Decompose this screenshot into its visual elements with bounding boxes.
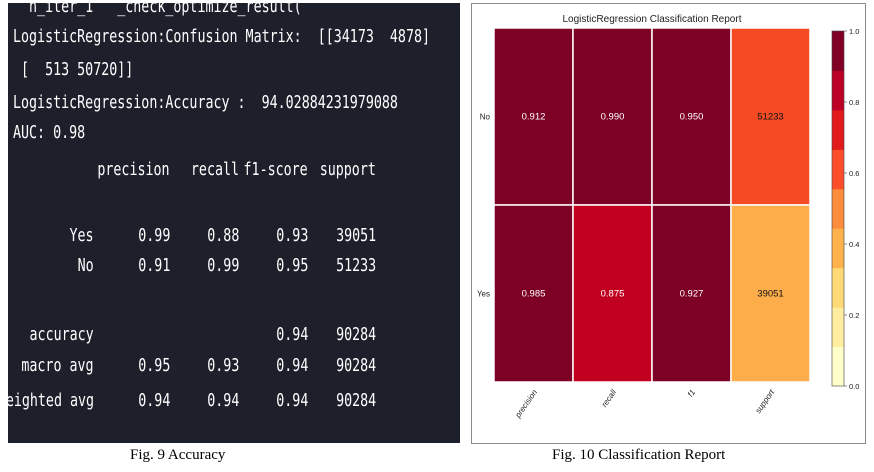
terminal-output-panel: n_iter_1 _check_optimize_result( Logistic… bbox=[8, 3, 460, 443]
terminal-line: LogisticRegression:Confusion Matrix: [[3… bbox=[13, 26, 431, 47]
report-cell-recall: 0.88 bbox=[206, 225, 239, 246]
chart-title: LogisticRegression Classification Report bbox=[563, 14, 742, 25]
column-label: f1 bbox=[686, 388, 697, 399]
report-cell-precision: 0.94 bbox=[137, 390, 170, 411]
cell-value-label: 0.927 bbox=[680, 289, 704, 300]
report-cell-recall: 0.93 bbox=[206, 355, 239, 376]
report-header-cell: support bbox=[319, 159, 376, 180]
row-label: Yes bbox=[477, 290, 490, 299]
colorbar-tick-label: 0.6 bbox=[849, 169, 859, 178]
report-row-label: Yes bbox=[69, 225, 94, 246]
report-cell-precision: 0.95 bbox=[137, 355, 170, 376]
report-row-label: weighted avg bbox=[8, 390, 94, 411]
heatmap-cell bbox=[572, 204, 653, 383]
cell-value-label: 0.912 bbox=[522, 112, 546, 123]
column-label: support bbox=[753, 387, 776, 415]
heatmap-cell bbox=[730, 27, 811, 206]
row-label: No bbox=[480, 113, 491, 122]
colorbar-segment bbox=[832, 31, 844, 71]
terminal-line: LogisticRegression:Accuracy : 94.0288423… bbox=[13, 92, 398, 113]
colorbar-segment bbox=[832, 109, 844, 150]
cell-value-label: 39051 bbox=[757, 289, 783, 300]
colorbar-segment bbox=[832, 307, 844, 348]
fig10-caption: Fig. 10 Classification Report bbox=[552, 447, 726, 463]
heatmap-cell bbox=[651, 27, 732, 206]
report-cell-precision: 0.91 bbox=[137, 255, 170, 276]
report-cell-f1: 0.94 bbox=[275, 355, 308, 376]
colorbar-tick-label: 0.8 bbox=[849, 98, 859, 107]
heatmap-cell bbox=[651, 204, 732, 383]
cell-value-label: 0.990 bbox=[601, 112, 625, 123]
terminal-line: n_iter_1 _check_optimize_result( bbox=[13, 3, 302, 17]
cell-value-label: 51233 bbox=[757, 112, 783, 123]
report-cell-support: 90284 bbox=[335, 324, 376, 345]
colorbar-tick-label: 0.0 bbox=[849, 382, 859, 391]
report-cell-f1: 0.95 bbox=[275, 255, 308, 276]
report-cell-recall: 0.94 bbox=[206, 390, 239, 411]
colorbar-segment bbox=[832, 228, 844, 269]
report-cell-f1: 0.93 bbox=[275, 225, 308, 246]
report-cell-recall: 0.99 bbox=[206, 255, 239, 276]
cell-value-label: 0.985 bbox=[522, 289, 546, 300]
heatmap-cell bbox=[730, 204, 811, 383]
report-row-label: macro avg bbox=[21, 355, 94, 376]
report-cell-support: 90284 bbox=[335, 355, 376, 376]
column-label: precision bbox=[513, 388, 540, 421]
fig9-caption: Fig. 9 Accuracy bbox=[130, 447, 226, 463]
report-header-cell: recall bbox=[190, 159, 239, 180]
report-cell-support: 39051 bbox=[335, 225, 376, 246]
report-header-cell: f1-score bbox=[243, 159, 308, 180]
colorbar-segment bbox=[832, 149, 844, 190]
terminal-line: AUC: 0.98 bbox=[13, 122, 86, 143]
colorbar-frame bbox=[831, 30, 845, 387]
colorbar-segment bbox=[832, 346, 844, 387]
report-row-label: No bbox=[77, 255, 94, 276]
heatmap-svg: LogisticRegression Classification Report… bbox=[477, 14, 860, 421]
cell-value-label: 0.875 bbox=[601, 289, 625, 300]
colorbar-tick-label: 0.4 bbox=[849, 240, 859, 249]
report-cell-precision: 0.99 bbox=[137, 225, 170, 246]
colorbar-segment bbox=[832, 267, 844, 308]
report-row-label: accuracy bbox=[29, 324, 94, 345]
cell-value-label: 0.950 bbox=[680, 112, 704, 123]
report-cell-support: 51233 bbox=[335, 255, 376, 276]
report-header-cell: precision bbox=[97, 159, 170, 180]
report-cell-support: 90284 bbox=[335, 390, 376, 411]
report-cell-f1: 0.94 bbox=[275, 390, 308, 411]
report-cell-f1: 0.94 bbox=[275, 324, 308, 345]
heatmap-cell bbox=[493, 204, 574, 383]
classification-report-chart: LogisticRegression Classification Report… bbox=[471, 3, 866, 444]
column-label: recall bbox=[600, 388, 618, 409]
colorbar-segment bbox=[832, 70, 844, 111]
terminal-line: [ 513 50720]] bbox=[13, 59, 134, 80]
colorbar-segment bbox=[832, 188, 844, 229]
colorbar-tick-label: 1.0 bbox=[849, 27, 859, 36]
colorbar-tick-label: 0.2 bbox=[849, 311, 859, 320]
